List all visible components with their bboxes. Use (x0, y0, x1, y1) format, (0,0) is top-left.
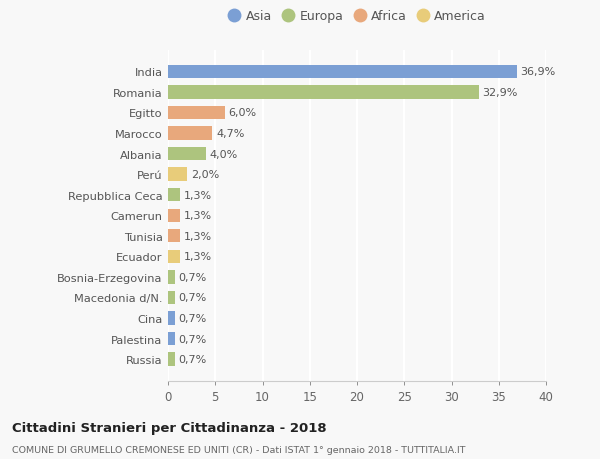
Bar (168, 106, 225, 120)
Bar (168, 209, 180, 223)
Text: 1,3%: 1,3% (184, 231, 212, 241)
Bar (168, 332, 175, 346)
Legend: Asia, Europa, Africa, America: Asia, Europa, Africa, America (228, 11, 486, 23)
Bar (168, 250, 180, 263)
Bar (168, 230, 180, 243)
Text: 4,7%: 4,7% (216, 129, 245, 139)
Bar (168, 312, 175, 325)
Text: 1,3%: 1,3% (184, 190, 212, 200)
Text: 0,7%: 0,7% (178, 293, 206, 303)
Text: 32,9%: 32,9% (482, 88, 518, 98)
Bar (168, 86, 479, 99)
Bar (168, 127, 212, 140)
Text: 2,0%: 2,0% (191, 170, 219, 180)
Text: 36,9%: 36,9% (520, 67, 556, 77)
Text: 1,3%: 1,3% (184, 211, 212, 221)
Bar (168, 291, 175, 304)
Text: 0,7%: 0,7% (178, 313, 206, 323)
Text: Cittadini Stranieri per Cittadinanza - 2018: Cittadini Stranieri per Cittadinanza - 2… (12, 421, 326, 434)
Bar (168, 353, 175, 366)
Bar (168, 189, 180, 202)
Text: 1,3%: 1,3% (184, 252, 212, 262)
Bar (168, 168, 187, 181)
Text: 6,0%: 6,0% (229, 108, 257, 118)
Text: 0,7%: 0,7% (178, 272, 206, 282)
Bar (168, 66, 517, 79)
Text: 0,7%: 0,7% (178, 354, 206, 364)
Text: 0,7%: 0,7% (178, 334, 206, 344)
Bar (168, 147, 206, 161)
Bar (168, 271, 175, 284)
Text: COMUNE DI GRUMELLO CREMONESE ED UNITI (CR) - Dati ISTAT 1° gennaio 2018 - TUTTIT: COMUNE DI GRUMELLO CREMONESE ED UNITI (C… (12, 445, 466, 454)
Text: 4,0%: 4,0% (209, 149, 238, 159)
